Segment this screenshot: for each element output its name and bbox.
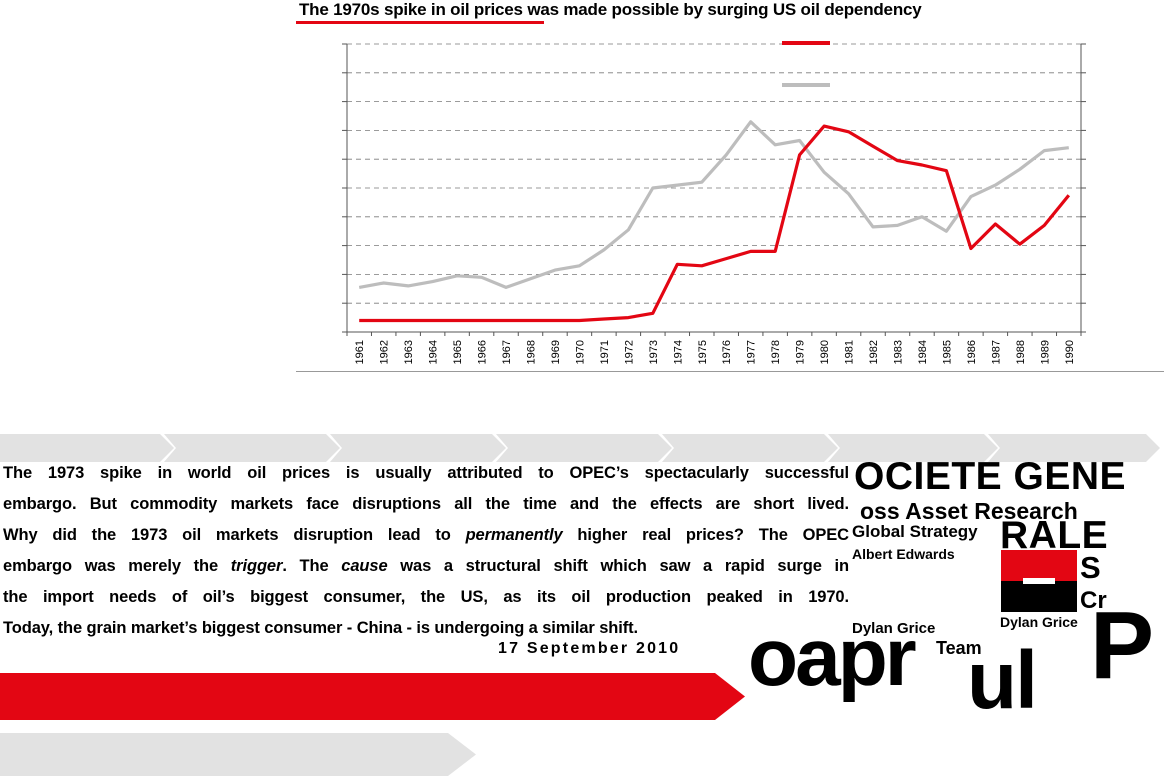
emphasis-text: trigger: [230, 557, 283, 575]
societe-generale-logo-icon: [1001, 550, 1077, 612]
x-tick-label: 1971: [599, 340, 611, 364]
x-tick-label: 1986: [966, 340, 978, 364]
chevron-segment: [828, 434, 998, 462]
emphasis-text: permanently: [465, 526, 563, 544]
brand-fragment-ul: ul: [967, 635, 1038, 726]
red-banner-arrow: [0, 673, 745, 720]
x-tick-label: 1981: [844, 340, 856, 364]
chart-series: [358, 120, 1071, 323]
summary-line: The 1973 spike in world oil prices is us…: [3, 464, 849, 482]
x-tick-label: 1968: [526, 340, 538, 364]
chart-x-tick-labels: 1961 1962 1963 1964 1965 1966 1967 1968 1969 1970…: [354, 340, 1076, 364]
chevron-segment: [662, 434, 838, 462]
x-tick-label: 1977: [746, 340, 758, 364]
brand-fragment-oapr: oapr: [748, 612, 917, 703]
x-tick-label: 1989: [1039, 340, 1051, 364]
x-tick-label: 1964: [428, 340, 440, 364]
x-tick-label: 1979: [795, 340, 807, 364]
x-tick-label: 1985: [941, 340, 953, 364]
chart-title: The 1970s spike in oil prices was made p…: [299, 0, 922, 19]
report-date: 17 September 2010: [498, 640, 681, 657]
x-tick-label: 1982: [868, 340, 880, 364]
x-tick-label: 1978: [770, 340, 782, 364]
x-tick-label: 1984: [917, 340, 929, 364]
author-dylan-grice: Dylan Grice: [852, 620, 936, 637]
brand-fragment-team: Team: [936, 638, 982, 658]
x-tick-label: 1976: [721, 340, 733, 364]
brand-fragment-p: P: [1090, 592, 1155, 699]
chevron-segment: [988, 434, 1160, 462]
x-tick-label: 1980: [819, 340, 831, 364]
grey-banner-arrow: [0, 733, 476, 776]
chart-axes: [342, 43, 1086, 336]
x-tick-label: 1967: [501, 340, 513, 364]
summary-line: Why did the 1973 oil markets disruption …: [3, 526, 849, 544]
x-tick-label: 1988: [1015, 340, 1027, 364]
series-line-grey: [358, 120, 1069, 289]
brand-fragment-global-strategy: Global Strategy: [852, 522, 978, 541]
brand-fragment-societe: OCIETE GENE: [854, 455, 1127, 498]
chevron-segment: [330, 434, 506, 462]
x-tick-label: 1962: [379, 340, 391, 364]
author-albert-edwards: Albert Edwards: [852, 546, 955, 562]
x-tick-label: 1961: [354, 340, 366, 364]
x-tick-label: 1969: [550, 340, 562, 364]
chart-legend: [782, 41, 830, 87]
x-tick-label: 1983: [893, 340, 905, 364]
summary-line: Today, the grain market’s biggest consum…: [3, 619, 639, 637]
x-tick-label: 1970: [574, 340, 586, 364]
section-chevron-band: [0, 434, 1164, 462]
summary-paragraph: The 1973 spike in world oil prices is us…: [3, 458, 849, 644]
brand-fragment-s: S: [1080, 550, 1101, 585]
logo-white-bar: [1023, 578, 1055, 584]
x-tick-label: 1974: [672, 340, 684, 364]
brand-fragment-cr: Cr: [1080, 587, 1107, 614]
summary-line: the import needs of oil’s biggest consum…: [3, 588, 849, 606]
chevron-segment: [164, 434, 340, 462]
x-tick-label: 1987: [990, 340, 1002, 364]
title-underline: [296, 21, 544, 24]
brand-fragment-rale: RALE: [1000, 514, 1109, 557]
chevron-segment: [496, 434, 672, 462]
logo-black-half: [1001, 581, 1077, 612]
x-tick-label: 1965: [452, 340, 464, 364]
summary-line: embargo was merely the trigger. The caus…: [3, 557, 849, 575]
x-tick-label: 1966: [477, 340, 489, 364]
oil-price-line-chart: 1961 1962 1963 1964 1965 1966 1967 1968 1969 1970…: [342, 41, 1086, 364]
brand-fragment-asset-research: oss Asset Research: [860, 498, 1078, 524]
chart-bottom-rule: [296, 371, 1164, 372]
x-tick-label: 1973: [648, 340, 660, 364]
summary-line: embargo. But commodity markets face disr…: [3, 495, 849, 513]
x-tick-label: 1963: [403, 340, 415, 364]
x-tick-label: 1990: [1064, 340, 1076, 364]
x-tick-label: 1975: [697, 340, 709, 364]
x-tick-label: 1972: [623, 340, 635, 364]
logo-red-half: [1001, 550, 1077, 581]
emphasis-text: cause: [341, 557, 388, 575]
series-line-red: [359, 124, 1071, 323]
chart-gridlines: [347, 43, 1081, 304]
chevron-segment: [0, 434, 174, 462]
author-dylan-grice-secondary: Dylan Grice: [1000, 614, 1078, 630]
